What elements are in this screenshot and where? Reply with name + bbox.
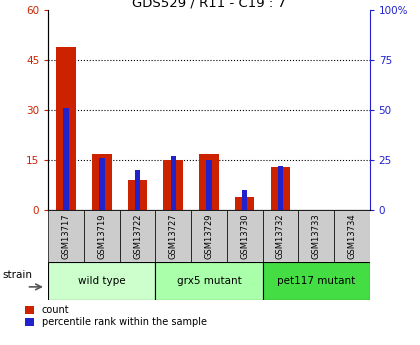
Text: GSM13727: GSM13727 (169, 213, 178, 259)
Text: GSM13722: GSM13722 (133, 213, 142, 258)
Bar (171, 156, 176, 210)
Bar (163, 160, 183, 210)
Bar (128, 180, 147, 210)
Bar (334, 210, 370, 262)
Bar (120, 210, 155, 262)
Bar (227, 210, 262, 262)
Bar (262, 262, 370, 300)
Bar (242, 190, 247, 210)
Text: pet117 mutant: pet117 mutant (277, 276, 355, 286)
Text: GSM13717: GSM13717 (62, 213, 71, 259)
Text: GSM13719: GSM13719 (97, 213, 106, 258)
Bar (84, 210, 120, 262)
Bar (99, 158, 105, 210)
Text: grx5 mutant: grx5 mutant (176, 276, 242, 286)
Text: GSM13734: GSM13734 (347, 213, 356, 259)
Text: GSM13733: GSM13733 (312, 213, 320, 259)
Bar (206, 160, 212, 210)
Text: GSM13730: GSM13730 (240, 213, 249, 259)
Text: strain: strain (3, 270, 32, 280)
Bar (48, 210, 84, 262)
Bar (92, 154, 112, 210)
Bar (235, 197, 255, 210)
Text: GSM13729: GSM13729 (205, 213, 213, 258)
Bar (48, 262, 155, 300)
Bar (199, 154, 219, 210)
Bar (135, 170, 140, 210)
Text: wild type: wild type (78, 276, 126, 286)
Bar (270, 167, 290, 210)
Bar (278, 166, 283, 210)
Bar (155, 210, 191, 262)
Bar (155, 262, 262, 300)
Bar (262, 210, 298, 262)
Legend: count, percentile rank within the sample: count, percentile rank within the sample (25, 305, 207, 327)
Bar (63, 108, 69, 210)
Title: GDS529 / R11 - C19 : 7: GDS529 / R11 - C19 : 7 (132, 0, 286, 9)
Bar (298, 210, 334, 262)
Text: GSM13732: GSM13732 (276, 213, 285, 259)
Bar (191, 210, 227, 262)
Bar (56, 47, 76, 210)
